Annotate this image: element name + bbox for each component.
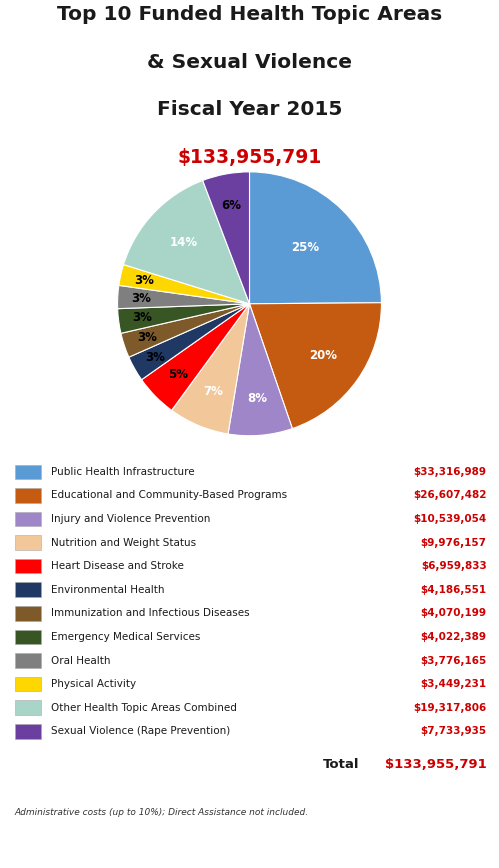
Text: 3%: 3% <box>134 273 154 286</box>
Text: Public Health Infrastructure: Public Health Infrastructure <box>51 467 194 477</box>
Text: Immunization and Infectious Diseases: Immunization and Infectious Diseases <box>51 608 250 618</box>
Wedge shape <box>250 172 381 304</box>
Text: $133,955,791: $133,955,791 <box>385 758 487 771</box>
Bar <box>15 464 41 479</box>
Text: & Sexual Violence: & Sexual Violence <box>147 53 352 72</box>
Text: 20%: 20% <box>309 349 337 362</box>
Bar <box>15 724 41 739</box>
Text: Educational and Community-Based Programs: Educational and Community-Based Programs <box>51 490 287 501</box>
Text: $10,539,054: $10,539,054 <box>413 514 487 524</box>
Text: Sexual Violence (Rape Prevention): Sexual Violence (Rape Prevention) <box>51 727 230 736</box>
Text: Administrative costs (up to 10%); Direct Assistance not included.: Administrative costs (up to 10%); Direct… <box>15 808 309 818</box>
Text: $133,955,791: $133,955,791 <box>177 148 322 167</box>
Text: 3%: 3% <box>145 351 165 364</box>
Bar <box>15 677 41 692</box>
Text: Total: Total <box>323 758 360 771</box>
Wedge shape <box>129 304 250 379</box>
Bar <box>15 512 41 526</box>
Wedge shape <box>119 265 250 304</box>
Bar <box>15 606 41 621</box>
Text: $33,316,989: $33,316,989 <box>414 467 487 477</box>
Text: $6,959,833: $6,959,833 <box>421 562 487 571</box>
Wedge shape <box>124 181 250 304</box>
Text: 7%: 7% <box>203 385 223 398</box>
Text: 25%: 25% <box>291 241 319 254</box>
Bar <box>15 488 41 503</box>
Wedge shape <box>118 304 250 333</box>
Wedge shape <box>250 303 381 429</box>
Text: Nutrition and Weight Status: Nutrition and Weight Status <box>51 537 196 548</box>
Text: $3,776,165: $3,776,165 <box>420 655 487 666</box>
Bar <box>15 629 41 644</box>
Text: $7,733,935: $7,733,935 <box>421 727 487 736</box>
Text: Oral Health: Oral Health <box>51 655 110 666</box>
Text: Injury and Violence Prevention: Injury and Violence Prevention <box>51 514 210 524</box>
Text: 8%: 8% <box>248 392 267 405</box>
Wedge shape <box>203 172 250 304</box>
Text: $19,317,806: $19,317,806 <box>413 703 487 713</box>
Text: Top 10 Funded Health Topic Areas: Top 10 Funded Health Topic Areas <box>57 5 442 23</box>
Text: $4,186,551: $4,186,551 <box>421 585 487 595</box>
Text: 14%: 14% <box>170 236 198 249</box>
Wedge shape <box>118 286 250 309</box>
Text: Physical Activity: Physical Activity <box>51 679 136 689</box>
Bar <box>15 582 41 597</box>
Text: Emergency Medical Services: Emergency Medical Services <box>51 632 200 642</box>
Text: $9,976,157: $9,976,157 <box>421 537 487 548</box>
Text: Environmental Health: Environmental Health <box>51 585 164 595</box>
Text: 6%: 6% <box>222 199 242 212</box>
Text: Heart Disease and Stroke: Heart Disease and Stroke <box>51 562 184 571</box>
Text: 5%: 5% <box>168 367 188 380</box>
Text: $4,022,389: $4,022,389 <box>421 632 487 642</box>
Wedge shape <box>121 304 250 358</box>
Text: 3%: 3% <box>137 332 157 345</box>
Text: Fiscal Year 2015: Fiscal Year 2015 <box>157 100 342 119</box>
Text: 3%: 3% <box>132 312 152 325</box>
Bar <box>15 700 41 715</box>
Text: $4,070,199: $4,070,199 <box>421 608 487 618</box>
Text: $3,449,231: $3,449,231 <box>421 679 487 689</box>
Bar <box>15 654 41 667</box>
Text: 3%: 3% <box>132 292 151 305</box>
Text: Other Health Topic Areas Combined: Other Health Topic Areas Combined <box>51 703 237 713</box>
Bar <box>15 536 41 550</box>
Wedge shape <box>142 304 250 411</box>
Text: $26,607,482: $26,607,482 <box>413 490 487 501</box>
Wedge shape <box>228 304 292 436</box>
Bar <box>15 559 41 574</box>
Wedge shape <box>172 304 250 434</box>
